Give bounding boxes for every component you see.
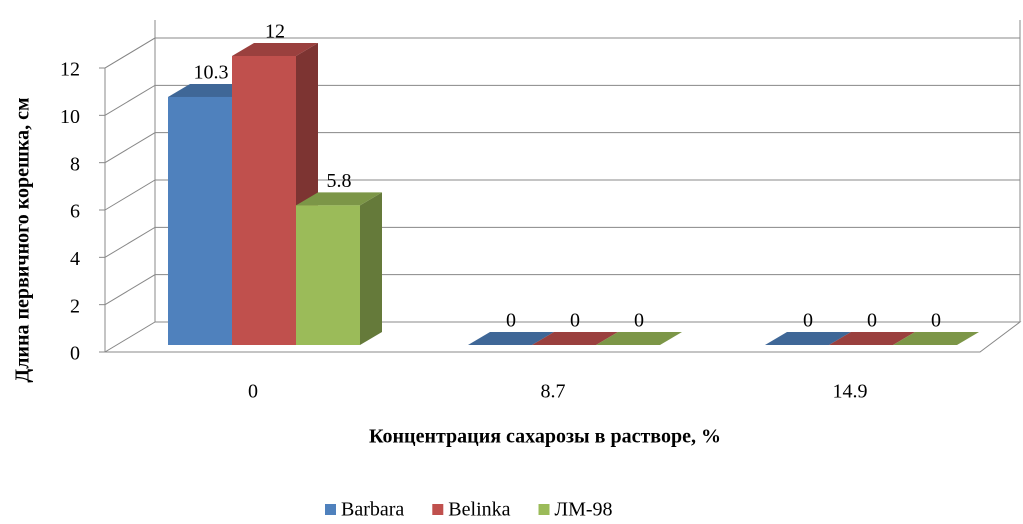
grid-line: [104, 226, 1020, 258]
bar-side: [360, 192, 382, 345]
x-tick-label: 14.9: [833, 381, 868, 403]
grid-line: [104, 274, 1020, 306]
y-tick-label: 12: [60, 59, 80, 81]
grid-line: [104, 37, 1020, 69]
legend-label: Belinka: [448, 499, 510, 521]
bar-top: [468, 332, 554, 345]
y-tick-label: 8: [70, 153, 80, 175]
data-label: 12: [265, 21, 285, 43]
data-label: 0: [803, 310, 813, 332]
legend-label: ЛМ-98: [555, 499, 613, 521]
bar: [232, 56, 296, 345]
y-tick-label: 2: [70, 295, 80, 317]
bar-top: [296, 192, 382, 206]
data-label: 0: [867, 310, 877, 332]
x-tick-label: 0: [248, 381, 258, 403]
bar-top: [232, 43, 318, 56]
y-axis-title: Длина первичного корешка, см: [12, 97, 34, 382]
x-tick-label: 8.7: [541, 381, 566, 403]
legend-swatch: [325, 504, 336, 515]
legend-swatch: [432, 504, 444, 515]
bar-top: [829, 332, 915, 345]
bar: [296, 205, 360, 345]
bar-top: [765, 332, 851, 345]
bar: [168, 96, 232, 345]
grid-line: [104, 132, 1020, 164]
y-tick-label: 6: [70, 201, 80, 223]
legend-label: Barbara: [341, 499, 404, 521]
y-tick-label: 0: [70, 343, 80, 365]
data-label: 5.8: [327, 170, 352, 192]
x-axis-title: Концентрация сахарозы в растворе, %: [369, 426, 721, 448]
y-tick-label: 10: [60, 106, 80, 128]
bar-top: [893, 332, 979, 345]
data-label: 0: [570, 310, 580, 332]
data-label: 0: [506, 310, 516, 332]
legend-swatch: [538, 504, 550, 515]
y-tick-label: 4: [70, 248, 80, 270]
data-label: 0: [634, 310, 644, 332]
bar-top: [532, 332, 618, 345]
grid-line: [104, 179, 1020, 211]
bar-top: [596, 332, 682, 345]
data-label: 0: [931, 310, 941, 332]
grid-line: [104, 84, 1020, 116]
data-label: 10.3: [194, 62, 229, 84]
